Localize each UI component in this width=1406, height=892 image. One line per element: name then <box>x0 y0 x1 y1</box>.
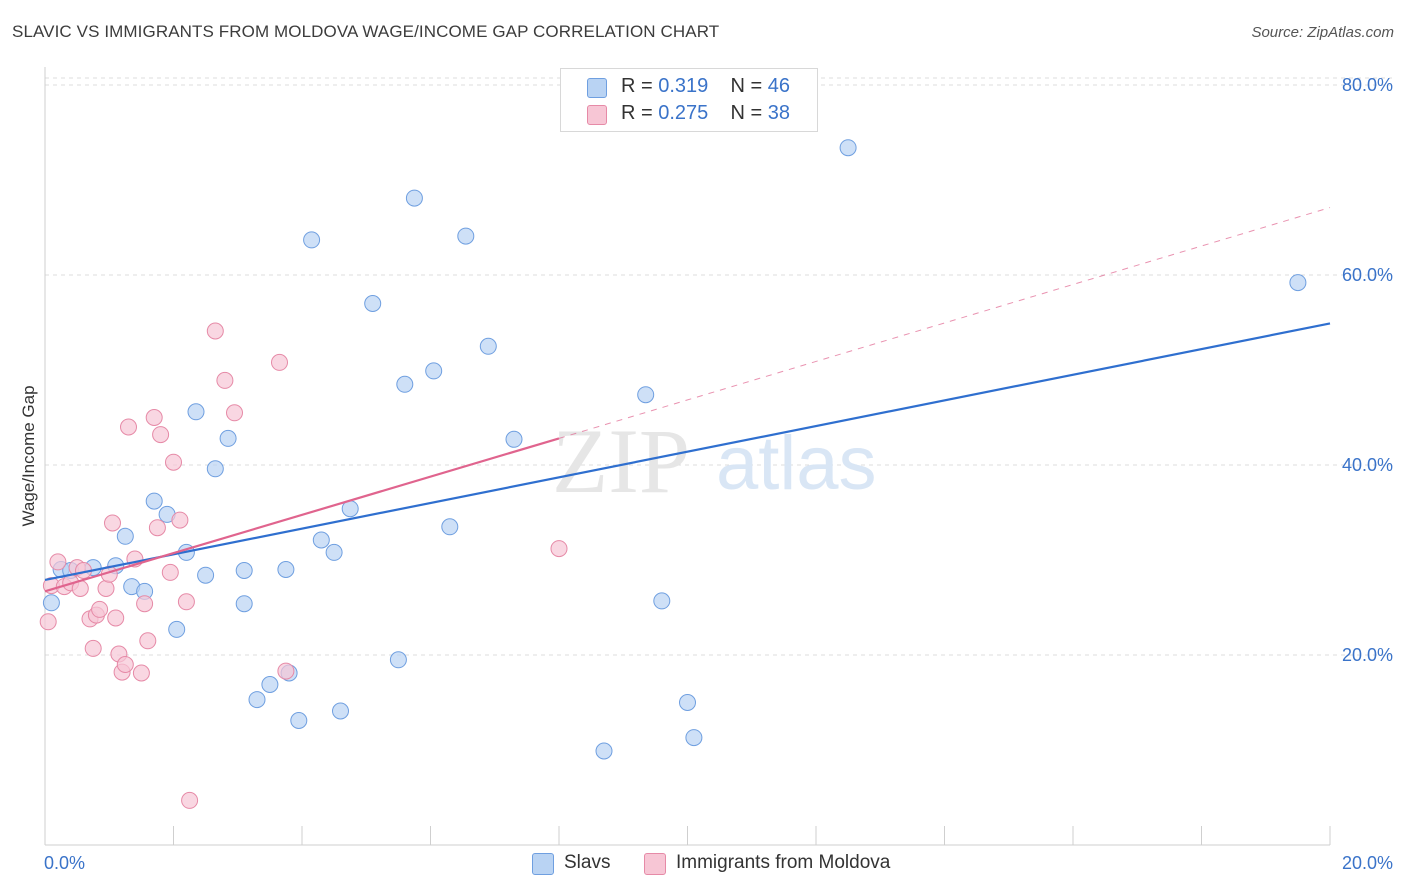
moldova-point <box>206 322 224 340</box>
moldova-point <box>91 600 109 618</box>
moldova-point <box>171 511 189 529</box>
slavs-point <box>479 337 497 355</box>
chart-source: Source: ZipAtlas.com <box>1251 24 1394 41</box>
slavs-point <box>325 543 343 561</box>
slavs-point <box>290 712 308 729</box>
slavs-point <box>42 594 60 612</box>
moldova-point <box>152 426 170 444</box>
slavs-point <box>441 518 459 536</box>
slavs-point <box>206 460 224 478</box>
legend-n-value: 46 <box>767 75 791 97</box>
moldova-point <box>49 553 67 571</box>
slavs-point <box>364 295 382 312</box>
moldova-point <box>226 404 243 422</box>
legend-swatch-moldova <box>587 105 607 125</box>
slavs-point <box>839 139 857 157</box>
slavs-point <box>505 430 523 448</box>
legend-n-label: N = <box>730 102 763 124</box>
legend-r-value: 0.319 <box>658 75 709 97</box>
slavs-point <box>685 729 703 747</box>
slavs-point <box>679 694 696 711</box>
moldova-point <box>84 639 102 657</box>
slavs-point <box>389 651 407 669</box>
legend-text-slavs: R = 0.319 N = 46 <box>621 75 790 98</box>
x-tick-label-min: 0.0% <box>44 853 85 873</box>
moldova-point <box>181 791 199 809</box>
trend-lines <box>44 207 1331 593</box>
legend-swatch-slavs <box>587 78 607 98</box>
slavs-point <box>219 429 237 447</box>
bottom-legend-label-moldova: Immigrants from Moldova <box>676 852 891 873</box>
moldova-point <box>104 514 121 532</box>
slavs-point <box>187 403 205 421</box>
moldova-point <box>277 662 295 680</box>
moldova-point <box>39 613 57 631</box>
slavs-point <box>235 562 253 579</box>
moldova-point <box>550 540 568 558</box>
legend-n-label: N = <box>730 75 763 97</box>
legend-r-label: R = <box>621 75 653 97</box>
slavs-trend-line <box>44 322 1331 582</box>
bottom-legend-label-slavs: Slavs <box>564 852 611 873</box>
slavs-point <box>116 527 134 545</box>
moldova-point <box>97 580 115 597</box>
slavs-point <box>332 702 349 720</box>
y-tick-label: 20.0% <box>1342 645 1393 665</box>
y-tick-label: 60.0% <box>1342 265 1393 285</box>
slavs-point <box>637 386 655 404</box>
slavs-point <box>248 691 266 709</box>
x-ticks <box>44 826 1331 845</box>
slavs-point <box>425 362 443 380</box>
legend-n-value: 38 <box>767 102 791 124</box>
watermark-zip: ZIP <box>552 410 690 512</box>
slavs-point <box>235 595 253 613</box>
watermark: ZIP atlas <box>552 410 877 512</box>
y-axis-label: Wage/Income Gap <box>19 385 38 526</box>
moldova-point <box>139 632 157 650</box>
moldova-point <box>145 409 163 426</box>
moldova-point <box>216 371 234 389</box>
moldova-point <box>165 453 182 471</box>
slavs-point <box>653 592 671 610</box>
moldova-trend-extension <box>558 207 1331 439</box>
moldova-point <box>107 609 125 627</box>
moldova-point <box>120 418 137 436</box>
y-tick-label: 40.0% <box>1342 455 1393 475</box>
slavs-point <box>457 227 475 245</box>
moldova-point <box>132 664 150 682</box>
moldova-trend-line <box>44 437 560 593</box>
legend-r-value: 0.275 <box>658 102 709 124</box>
slavs-point <box>197 566 215 584</box>
slavs-point <box>405 189 423 207</box>
watermark-atlas: atlas <box>716 421 877 506</box>
bottom-legend-swatch-moldova <box>644 853 666 875</box>
correlation-legend: R = 0.319 N = 46 R = 0.275 N = 38 <box>560 68 818 132</box>
y-tick-labels: 20.0% 40.0% 60.0% 80.0% <box>1342 75 1393 665</box>
slavs-point <box>168 620 186 638</box>
moldova-point <box>177 593 195 611</box>
moldova-point <box>148 519 166 537</box>
x-tick-label-max: 20.0% <box>1342 853 1393 873</box>
x-tick-labels: 0.0% 20.0% <box>44 853 1393 873</box>
y-tick-label: 80.0% <box>1342 75 1393 95</box>
slavs-point <box>312 531 330 549</box>
slavs-point <box>261 676 279 693</box>
slavs-point <box>1289 274 1307 292</box>
moldova-point <box>161 563 179 581</box>
moldova-point <box>136 595 154 613</box>
moldova-point <box>271 353 288 371</box>
slavs-point <box>595 742 613 760</box>
legend-text-moldova: R = 0.275 N = 38 <box>621 102 790 125</box>
slavs-point <box>396 375 414 393</box>
moldova-point <box>116 656 134 673</box>
bottom-legend-swatch-slavs <box>532 853 554 875</box>
slavs-point <box>145 492 163 510</box>
slavs-point <box>303 231 321 249</box>
chart-title: SLAVIC VS IMMIGRANTS FROM MOLDOVA WAGE/I… <box>12 22 720 41</box>
legend-r-label: R = <box>621 102 653 124</box>
slavs-point <box>277 561 295 578</box>
